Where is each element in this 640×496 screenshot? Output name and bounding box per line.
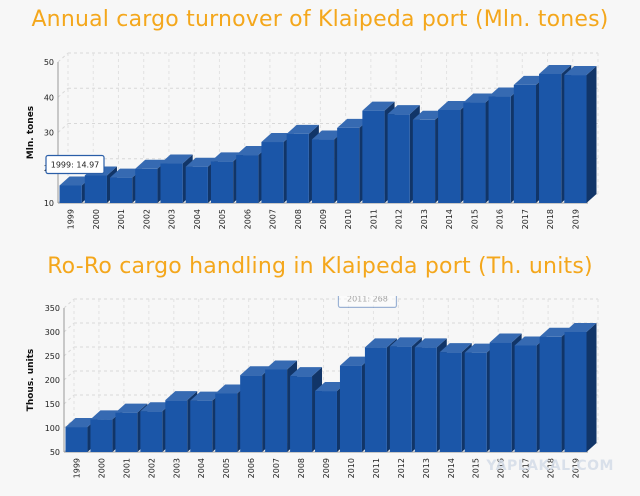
y-tick-label: 50 [44,58,54,67]
grid-line [57,123,69,133]
x-tick-label: 2016 [496,209,505,229]
x-tick-label: 2007 [269,209,278,229]
x-tick-label: 2001 [117,209,126,229]
bar-2019[interactable] [564,323,597,452]
cargo-turnover-chart: 1020304050199920002001200220032004200520… [26,52,599,229]
grid-line [57,52,69,63]
chart-title-roro: Ro-Ro cargo handling in Klaipeda port (T… [47,254,593,279]
y-tick-label: 100 [45,424,60,433]
x-tick-label: 2000 [97,458,106,478]
x-tick-label: 2019 [572,458,581,478]
x-tick-label: 2010 [344,209,353,229]
x-tick-label: 2019 [571,209,580,229]
y-tick-label: 200 [45,376,60,385]
y-tick-label: 150 [45,400,60,409]
grid-line [63,346,75,357]
x-tick-label: 2014 [447,458,456,478]
x-tick-label: 2018 [547,458,556,478]
x-tick-label: 2004 [193,209,202,229]
x-tick-label: 1999 [72,458,81,478]
y-tick-label: 40 [44,93,54,102]
svg-text:2011: 268: 2011: 268 [347,296,388,303]
x-tick-label: 1999 [67,209,76,229]
x-tick-label: 2007 [272,458,281,478]
grid-line [63,298,75,309]
y-tick-label: 250 [45,352,60,361]
y-tick-label: 10 [44,199,54,208]
grid-line [63,394,75,405]
y-axis-label: Mln. tones [26,106,36,159]
y-axis-label: Thous. units [26,349,36,412]
y-tick-label: 30 [44,129,54,138]
grid-line [63,322,75,333]
svg-text:1999: 14.97: 1999: 14.97 [51,160,100,169]
x-tick-label: 2012 [397,458,406,478]
tooltip: 2011: 268 [337,296,398,308]
x-tick-label: 2006 [243,209,252,229]
x-tick-label: 2006 [247,458,256,478]
x-tick-label: 2000 [92,209,101,229]
grid-line [63,370,75,381]
x-tick-label: 2013 [422,458,431,478]
grid-line [63,418,75,429]
x-tick-label: 2003 [172,458,181,478]
x-tick-label: 2009 [319,209,328,229]
x-tick-label: 2011 [372,458,381,478]
y-tick-label: 50 [50,448,60,457]
tooltip: 1999: 14.97 [45,154,105,175]
x-tick-label: 2001 [122,458,131,478]
x-tick-label: 2013 [420,209,429,229]
x-tick-label: 2010 [347,458,356,478]
roro-handling-chart: 50 100 150 200 250 300 350 1999 2000 2001 2002 2003… [26,296,599,478]
x-tick-label: 2002 [147,458,156,478]
x-tick-label: 2012 [395,209,404,229]
x-tick-label: 2017 [521,209,530,229]
x-tick-label: 2005 [218,209,227,229]
bar-2019[interactable] [564,66,597,203]
chart-title-cargo: Annual cargo turnover of Klaipeda port (… [31,7,609,32]
x-tick-label: 2015 [470,209,479,229]
x-tick-label: 2005 [222,458,231,478]
x-tick-label: 2002 [142,209,151,229]
x-tick-label: 2017 [522,458,531,478]
x-tick-label: 2015 [472,458,481,478]
y-tick-label: 300 [45,328,60,337]
x-tick-label: 2004 [197,458,206,478]
x-tick-label: 2011 [369,209,378,229]
x-tick-label: 2014 [445,209,454,229]
x-tick-label: 2016 [497,458,506,478]
x-tick-label: 2018 [546,209,555,229]
grid-line [57,87,69,98]
watermark: YAPLAKAL.COM [486,458,614,474]
x-tick-label: 2008 [294,209,303,229]
x-tick-label: 2009 [322,458,331,478]
x-tick-label: 2003 [168,209,177,229]
x-tick-label: 2008 [297,458,306,478]
y-tick-label: 350 [45,304,60,313]
